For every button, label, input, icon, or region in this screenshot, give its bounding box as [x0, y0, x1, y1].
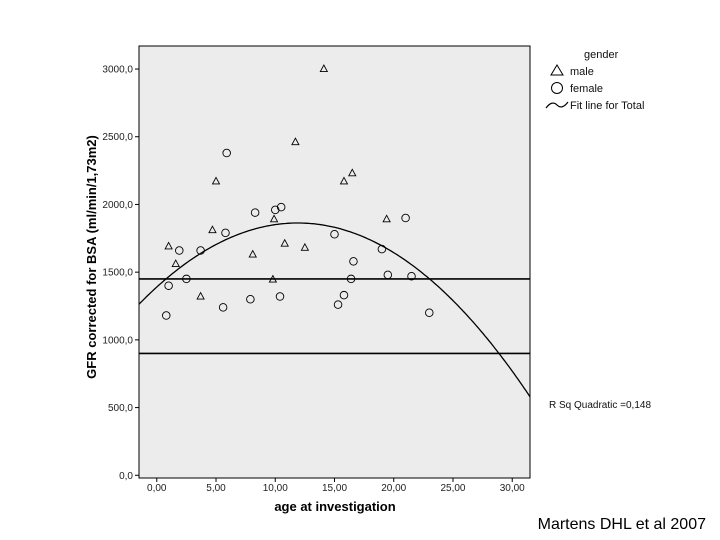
female-point-2: [164, 281, 173, 290]
y-tick-label: 1500,0: [102, 268, 133, 279]
legend-male-triangle-icon: [550, 64, 564, 76]
female-point-5: [196, 246, 205, 255]
male-point-15: [382, 214, 391, 223]
y-tick-label: 2500,0: [102, 132, 133, 143]
male-point-1: [164, 241, 173, 250]
female-point-13: [276, 202, 286, 212]
x-tick-label: 20,00: [381, 483, 406, 494]
female-point-18: [349, 257, 358, 266]
legend-label-fit-line: Fit line for Total: [570, 100, 644, 112]
x-tick-label: 0,00: [147, 483, 167, 494]
x-tick-label: 25,00: [440, 483, 465, 494]
y-axis-title: GFR corrected for BSA (ml/min/1,73m2): [84, 135, 99, 379]
female-point-12: [275, 292, 285, 301]
axes: 0,0 500,0 1000,0 1500,0 2000,0 2500,0 3000,0 0,…: [102, 65, 525, 494]
female-point-7: [221, 228, 230, 238]
male-point-3: [196, 291, 205, 300]
x-tick-label: 15,00: [322, 483, 347, 494]
male-point-2: [171, 259, 180, 267]
male-point-12: [319, 64, 329, 72]
reference-lines: [139, 278, 530, 355]
y-tick-label: 3000,0: [102, 65, 133, 76]
female-point-23: [425, 308, 434, 318]
legend: gender male female Fit line for Total: [545, 49, 644, 112]
female-point-14: [330, 229, 339, 239]
plot-area: [138, 45, 531, 479]
data-points-layer: [162, 64, 434, 320]
female-point-19: [377, 244, 387, 254]
female-point-10: [250, 208, 260, 217]
source-credit: Martens DHL et al 2007: [537, 516, 706, 533]
legend-label-male: male: [570, 66, 594, 78]
male-point-4: [208, 225, 217, 234]
legend-label-female: female: [570, 83, 603, 95]
y-tick-label: 1000,0: [102, 335, 133, 346]
male-point-6: [248, 249, 257, 258]
x-tick-label: 10,00: [263, 483, 288, 494]
female-point-3: [175, 246, 184, 255]
female-point-15: [333, 300, 343, 309]
x-axis-title: age at investigation: [274, 499, 395, 514]
female-point-17: [346, 274, 356, 284]
male-point-10: [291, 137, 300, 146]
y-tick-label: 2000,0: [102, 200, 133, 211]
r-squared-label: R Sq Quadratic =0,148: [549, 400, 651, 411]
female-point-9: [246, 294, 255, 304]
female-point-20: [383, 270, 393, 280]
y-tick-label: 0,0: [119, 471, 133, 482]
legend-female-circle-icon: [551, 82, 563, 94]
female-point-1: [162, 311, 171, 320]
female-point-21: [401, 213, 410, 223]
male-point-5: [211, 176, 221, 185]
female-point-22: [407, 271, 416, 281]
x-tick-label: 5,00: [206, 483, 226, 494]
male-point-8: [269, 214, 279, 223]
male-point-13: [339, 176, 349, 185]
male-point-14: [348, 168, 357, 177]
male-point-9: [280, 238, 289, 247]
y-tick-label: 500,0: [108, 403, 133, 414]
female-point-11: [271, 205, 280, 215]
female-point-4: [182, 274, 191, 284]
x-tick-label: 30,00: [500, 483, 525, 494]
female-point-16: [339, 290, 349, 300]
female-point-6: [218, 303, 228, 312]
female-point-8: [222, 148, 231, 158]
legend-title: gender: [584, 49, 619, 61]
male-point-11: [300, 242, 310, 251]
legend-fit-line-icon: [545, 101, 569, 109]
male-point-7: [268, 274, 278, 283]
